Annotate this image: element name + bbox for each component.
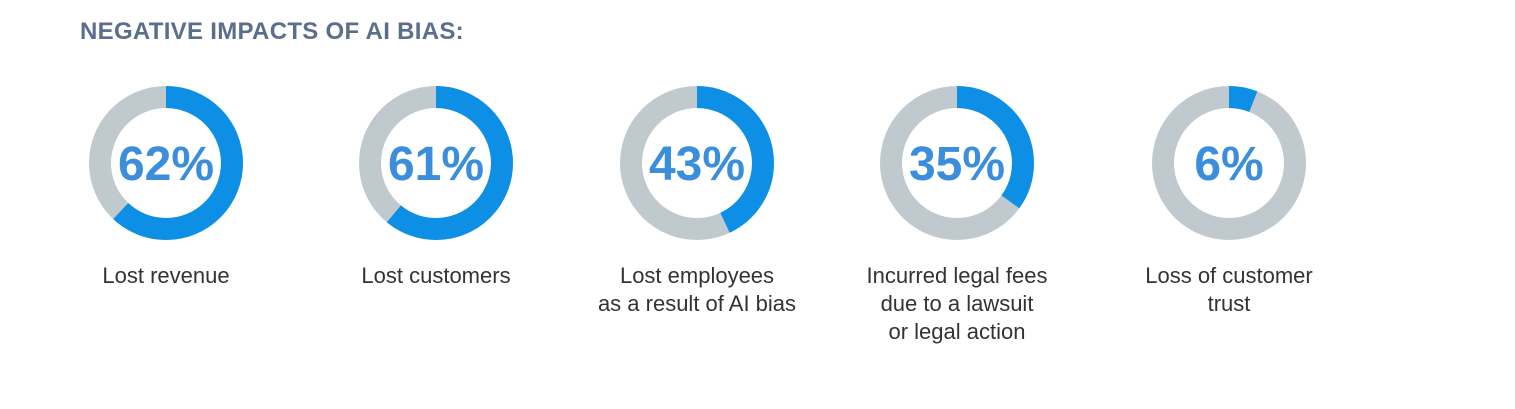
donut-value-arc-3	[880, 86, 1034, 240]
donut-value-arc-2	[620, 86, 774, 240]
donut-category-label-3: Incurred legal fees due to a lawsuit or …	[866, 263, 1048, 344]
donut-value-label-0: 62%	[118, 138, 214, 191]
donut-category-label-1: Lost customers	[361, 263, 511, 288]
donut-value-arc-1	[359, 86, 513, 240]
donut-category-label-0: Lost revenue	[102, 263, 230, 288]
donut-value-label-4: 6%	[1194, 138, 1263, 191]
chart-title: NEGATIVE IMPACTS OF AI BIAS:	[80, 18, 464, 45]
donut-value-label-2: 43%	[649, 138, 745, 191]
donut-value-arc-0	[89, 86, 243, 240]
donut-value-arc-4	[1152, 86, 1306, 240]
donut-category-label-2: Lost employees as a result of AI bias	[597, 263, 797, 316]
donut-value-label-1: 61%	[388, 138, 484, 191]
donut-value-label-3: 35%	[909, 138, 1005, 191]
donut-category-label-4: Loss of customer trust	[1145, 263, 1313, 316]
